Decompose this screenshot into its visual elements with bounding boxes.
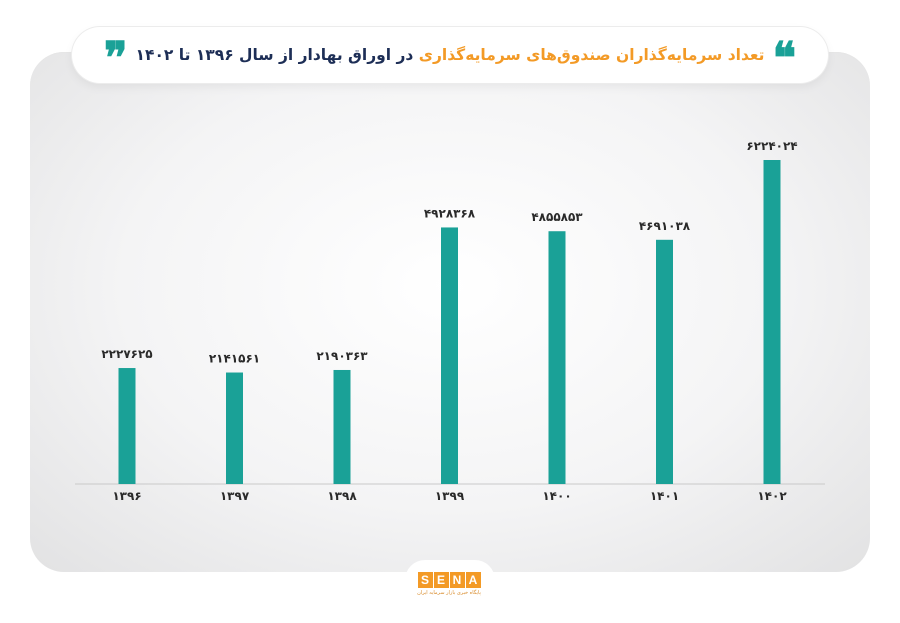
bar-3 [441, 227, 458, 484]
logo-subtitle: پایگاه خبری بازار سرمایه ایران [417, 590, 481, 596]
x-tick-label: ۱۳۹۶ [112, 489, 141, 503]
logo-letter: A [465, 572, 481, 588]
logo-letter: N [449, 572, 465, 588]
title-banner: ❝ تعداد سرمایه‌گذاران صندوق‌های سرمایه‌گ… [72, 27, 828, 83]
bar-2 [333, 369, 351, 484]
bar-1 [226, 372, 243, 484]
title-highlight: تعداد سرمایه‌گذاران صندوق‌های سرمایه‌گذا… [418, 46, 765, 64]
data-label: ۶۲۲۴۰۲۴ [746, 139, 797, 153]
bar-4 [548, 231, 566, 484]
close-quote-icon: ❞ [103, 37, 128, 73]
data-label: ۴۹۲۸۳۶۸ [424, 206, 476, 220]
bar-6 [763, 160, 781, 484]
bars-group: ۲۲۲۷۶۲۵ ۱۳۹۶ ۲۱۴۱۵۶۱ ۱۳۹۷ ۲۱۹۰۳۶۳ ۱۳۹۸ ۴۹۲۸۳۶۸… [101, 139, 797, 503]
bar-5 [656, 239, 673, 484]
logo-letter: S [417, 572, 433, 588]
x-tick-label: ۱۴۰۲ [757, 489, 787, 503]
x-tick-label: ۱۳۹۸ [327, 489, 357, 503]
open-quote-icon: ❝ [772, 37, 797, 73]
data-label: ۴۸۵۵۸۵۳ [531, 210, 583, 224]
x-tick-label: ۱۴۰۱ [650, 489, 679, 503]
data-label: ۲۲۲۷۶۲۵ [101, 347, 152, 361]
data-label: ۲۱۹۰۳۶۳ [316, 349, 368, 363]
title-rest: در اوراق بهادار از سال ۱۳۹۶ تا ۱۴۰۲ [135, 46, 414, 64]
sena-logo: S E N A پایگاه خبری بازار سرمایه ایران [416, 572, 482, 596]
logo-letter: E [433, 572, 449, 588]
x-tick-label: ۱۳۹۷ [220, 489, 250, 503]
data-label: ۴۶۹۱۰۳۸ [639, 219, 691, 233]
data-label: ۲۱۴۱۵۶۱ [209, 352, 260, 366]
bar-0 [118, 368, 136, 484]
x-tick-label: ۱۳۹۹ [435, 489, 465, 503]
chart-title: تعداد سرمایه‌گذاران صندوق‌های سرمایه‌گذا… [136, 46, 765, 64]
x-tick-label: ۱۴۰۰ [542, 489, 571, 503]
